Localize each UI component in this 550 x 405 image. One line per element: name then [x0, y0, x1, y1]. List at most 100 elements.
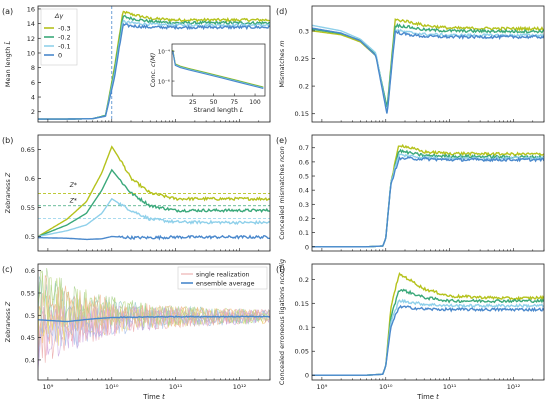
panel-e: 0 0.1 0.2 0.3 0.4 0.5 0.6 0.7 Concealed mismatch…	[276, 134, 545, 252]
y-tick-label: 10	[27, 49, 35, 57]
inset-frame	[171, 43, 266, 97]
panel-label: (b)	[2, 136, 13, 145]
legend: Δγ -0.3-0.2-0.10	[40, 8, 78, 66]
series-line	[38, 315, 270, 323]
y-tick-label: 0.4	[299, 187, 309, 195]
axes-frame	[37, 134, 271, 252]
y-tick-label: 2	[31, 108, 35, 116]
y-axis-label-text: Zebraness Z	[4, 301, 12, 342]
y-tick-label: 0.55	[21, 290, 35, 298]
y-tick-label: 0.25	[295, 55, 309, 63]
y-axis-label-text: Mean length L̄	[3, 41, 12, 88]
x-tick-label: 10¹⁰	[379, 383, 393, 391]
x-tick-label: 10¹¹	[443, 383, 457, 391]
x-tick-label: 10¹²	[233, 383, 247, 391]
x-axis-label: Time t	[142, 393, 165, 401]
series-line	[38, 22, 270, 120]
y-axis-label: Zebraness Z	[4, 301, 12, 342]
series-line	[312, 298, 544, 376]
y-tick-label: 0	[305, 243, 309, 251]
y-tick-label: 0.15	[295, 110, 309, 118]
series-line	[312, 24, 544, 113]
y-tick-label: 0.05	[295, 348, 309, 356]
x-tick-label: 10¹²	[507, 383, 521, 391]
x-tick-label: 10¹⁰	[105, 383, 119, 391]
series-line	[312, 18, 544, 108]
legend-title: Δγ	[54, 12, 64, 20]
plot-area	[312, 18, 544, 114]
series-line	[312, 288, 544, 376]
plot-area	[312, 143, 544, 248]
y-tick-label: 0.2	[299, 276, 309, 284]
axes-frame	[311, 134, 545, 252]
y-axis-label: Concealed mismatches ncon	[278, 146, 286, 240]
y-tick-label: 0.2	[299, 215, 309, 223]
legend-entry: 0	[58, 52, 62, 60]
y-tick-label: 8	[31, 64, 35, 72]
series-line	[38, 234, 270, 241]
legend-entry: single realization	[196, 272, 250, 279]
x-tick-label: 10⁹	[316, 383, 327, 391]
y-axis-label: Concealed erroneous ligations ncon,lig	[278, 259, 286, 385]
inset-y-axis-label: Conc. c(M)	[149, 53, 157, 88]
y-axis-label-text: Mismatches m	[278, 40, 286, 87]
single-realization-line	[38, 269, 270, 327]
y-tick-label: 0.1	[299, 324, 309, 332]
y-tick-label: 0.55	[21, 204, 35, 212]
inset-chart: 25 50 75 100 10⁻⁴ 10⁻⁶ Strand length L Conc. c(…	[149, 43, 266, 114]
y-tick-label: 0.7	[299, 144, 309, 152]
panel-label: (c)	[2, 265, 13, 274]
inset-y-tick-label: 10⁻⁶	[158, 79, 171, 86]
y-axis-label-text: Zebraness Z	[4, 172, 12, 213]
panel-a: 2 4 6 8 10 12 14 16 Mean length L̄ (a) Δγ -0.3-0.2-…	[2, 5, 271, 123]
y-axis-label: Zebraness Z	[4, 172, 12, 213]
series-line	[312, 143, 544, 248]
inset-series-line	[172, 51, 264, 90]
series-line	[38, 168, 270, 238]
y-tick-label: 0.5	[25, 312, 35, 320]
series-line	[38, 197, 270, 238]
x-tick-label: 10¹¹	[169, 383, 183, 391]
panel-f: 0 0.05 0.1 0.15 0.2 10⁹ 10¹⁰ 10¹¹ 10¹² Concealed …	[276, 259, 545, 391]
axes-frame	[311, 263, 545, 381]
y-axis-label: Mismatches m	[278, 40, 286, 87]
axes-frame	[37, 263, 271, 381]
inset-x-tick-label: 50	[210, 99, 218, 106]
panel-d: 0.15 0.2 0.25 0.3 Mismatches m (d)	[276, 5, 545, 123]
x-tick-label: 10⁹	[42, 383, 53, 391]
y-tick-label: 0.6	[25, 267, 35, 275]
series-line	[312, 156, 544, 248]
plot-area	[38, 267, 270, 371]
inset-x-tick-label: 25	[189, 99, 197, 106]
axes-frame	[37, 5, 271, 123]
y-tick-label: 14	[27, 20, 35, 28]
legend: single realization ensemble average	[177, 266, 268, 290]
series-line	[312, 304, 544, 376]
y-tick-label: 12	[27, 35, 35, 43]
axes-frame	[311, 5, 545, 123]
series-line	[312, 148, 544, 248]
y-tick-label: 4	[31, 94, 35, 102]
inset-x-tick-label: 75	[230, 99, 238, 106]
series-line	[312, 27, 544, 114]
inset-x-tick-label: 100	[249, 99, 261, 106]
y-tick-label: 0.65	[21, 146, 35, 154]
y-tick-label: 0.1	[299, 229, 309, 237]
y-tick-label: 0.6	[299, 158, 309, 166]
plot-area	[38, 145, 270, 241]
y-tick-label: 0.15	[295, 300, 309, 308]
plot-area	[312, 271, 544, 376]
series-line	[38, 145, 270, 238]
reference-label: Z*	[69, 197, 77, 204]
panel-c: 0.4 0.45 0.5 0.55 0.6 10⁹ 10¹⁰ 10¹¹ 10¹² Zebranes…	[2, 263, 271, 391]
y-tick-label: 0.5	[25, 233, 35, 241]
panel-label: (f)	[276, 265, 285, 274]
y-tick-label: 0.5	[299, 173, 309, 181]
panel-label: (e)	[276, 136, 287, 145]
legend-entry: -0.3	[58, 25, 71, 33]
legend-entry: -0.1	[58, 43, 71, 51]
y-tick-label: 0.3	[299, 201, 309, 209]
y-tick-label: 0.45	[21, 334, 35, 342]
y-tick-label: 0.6	[25, 175, 35, 183]
